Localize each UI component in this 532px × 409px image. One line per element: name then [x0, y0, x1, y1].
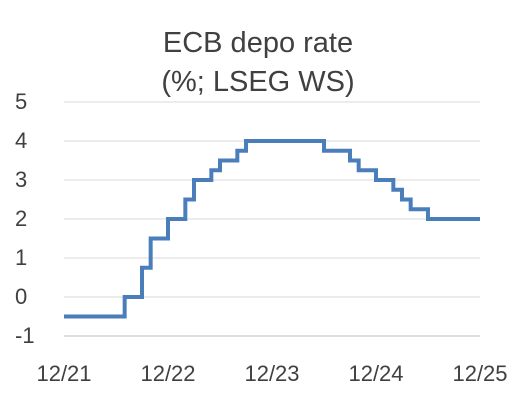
chart-title: ECB depo rate — [163, 27, 353, 59]
x-tick-label: 12/21 — [36, 361, 91, 386]
x-tick-label: 12/24 — [348, 361, 403, 386]
y-tick-label: 4 — [15, 128, 27, 153]
y-tick-label: 2 — [15, 206, 27, 231]
y-tick-label: 3 — [15, 167, 27, 192]
series-line — [64, 139, 480, 319]
x-tick-label: 12/25 — [452, 361, 507, 386]
series-layer — [64, 139, 480, 319]
x-tick-label: 12/23 — [244, 361, 299, 386]
x-axis-ticks: 12/21 12/22 12/23 12/24 12/25 — [36, 361, 507, 386]
chart-subtitle: (%; LSEG WS) — [161, 66, 354, 98]
y-axis-ticks: 5 4 3 2 1 0 -1 — [15, 89, 35, 348]
x-tick-label: 12/22 — [140, 361, 195, 386]
y-tick-label: 5 — [15, 89, 27, 114]
y-tick-label: 0 — [15, 284, 27, 309]
y-tick-label: -1 — [15, 323, 35, 348]
y-tick-label: 1 — [15, 245, 27, 270]
